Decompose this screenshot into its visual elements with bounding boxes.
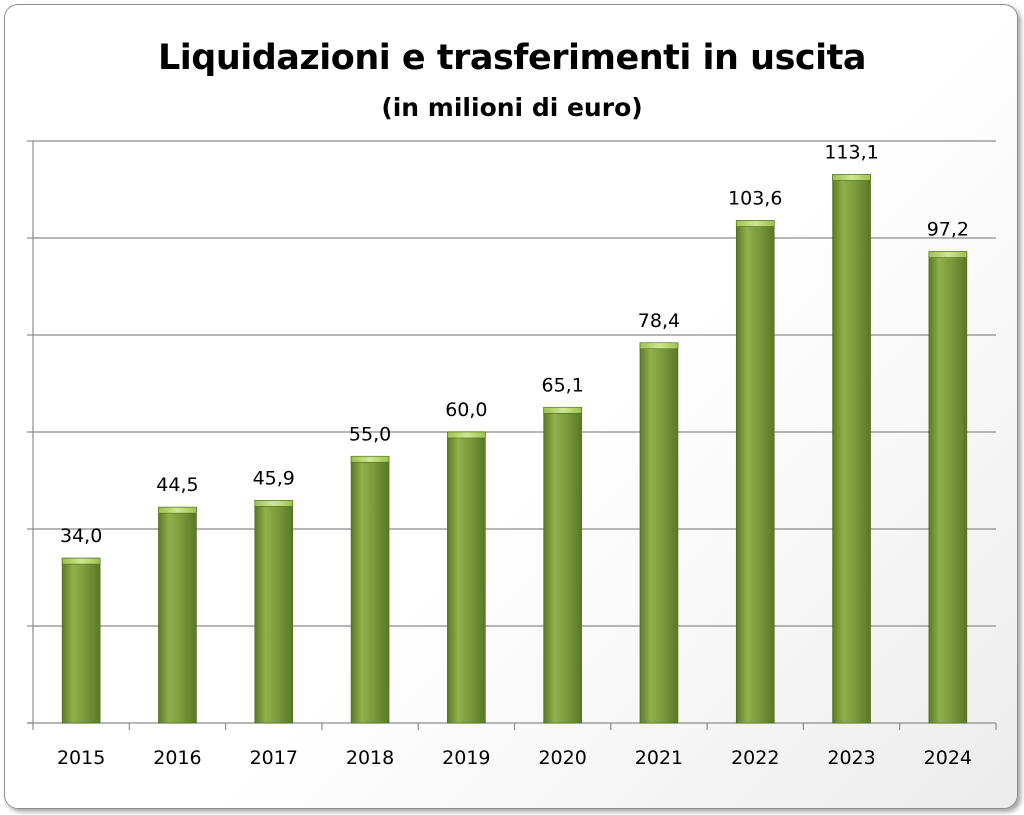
data-label-2019: 60,0 bbox=[445, 399, 487, 421]
bar-2021 bbox=[639, 342, 679, 724]
data-label-2020: 65,1 bbox=[541, 374, 583, 396]
x-tick-label-2018: 2018 bbox=[346, 747, 394, 769]
bars bbox=[61, 174, 968, 724]
data-label-2022: 103,6 bbox=[728, 188, 782, 210]
data-label-2023: 113,1 bbox=[824, 141, 878, 163]
bar-2019 bbox=[447, 431, 486, 724]
data-label-2015: 34,0 bbox=[60, 525, 102, 547]
x-tick-label-2015: 2015 bbox=[57, 747, 105, 769]
x-tick-label-2022: 2022 bbox=[731, 747, 779, 769]
x-tick-label-2017: 2017 bbox=[250, 747, 298, 769]
data-label-2024: 97,2 bbox=[927, 219, 969, 241]
data-label-2016: 44,5 bbox=[156, 474, 198, 496]
chart-subtitle: (in milioni di euro) bbox=[381, 93, 643, 122]
x-tick-label-2019: 2019 bbox=[442, 747, 490, 769]
data-label-2017: 45,9 bbox=[253, 467, 295, 489]
x-tick-label-2023: 2023 bbox=[827, 747, 875, 769]
bar-2022 bbox=[735, 220, 775, 724]
bar-2017 bbox=[254, 500, 294, 724]
x-tick-label-2021: 2021 bbox=[635, 747, 683, 769]
data-labels: 34,0 44,5 45,9 55,0 60,0 65,1 78,4 103,6 113,1 97… bbox=[60, 141, 969, 547]
bar-2023 bbox=[832, 174, 871, 724]
bar-2020 bbox=[543, 406, 582, 724]
x-tick-label-2024: 2024 bbox=[924, 747, 972, 769]
bar-2015 bbox=[61, 557, 101, 724]
bar-2024 bbox=[928, 251, 968, 724]
x-tick-label-2020: 2020 bbox=[538, 747, 586, 769]
bar-2016 bbox=[158, 506, 197, 724]
data-label-2018: 55,0 bbox=[349, 423, 391, 445]
x-tick-label-2016: 2016 bbox=[153, 747, 201, 769]
x-tick-labels: 2015 2016 2017 2018 2019 2020 2021 2022 2023 2024 bbox=[57, 747, 972, 769]
chart-title: Liquidazioni e trasferimenti in uscita bbox=[157, 38, 867, 78]
data-label-2021: 78,4 bbox=[638, 310, 680, 332]
bar-2018 bbox=[350, 455, 390, 724]
